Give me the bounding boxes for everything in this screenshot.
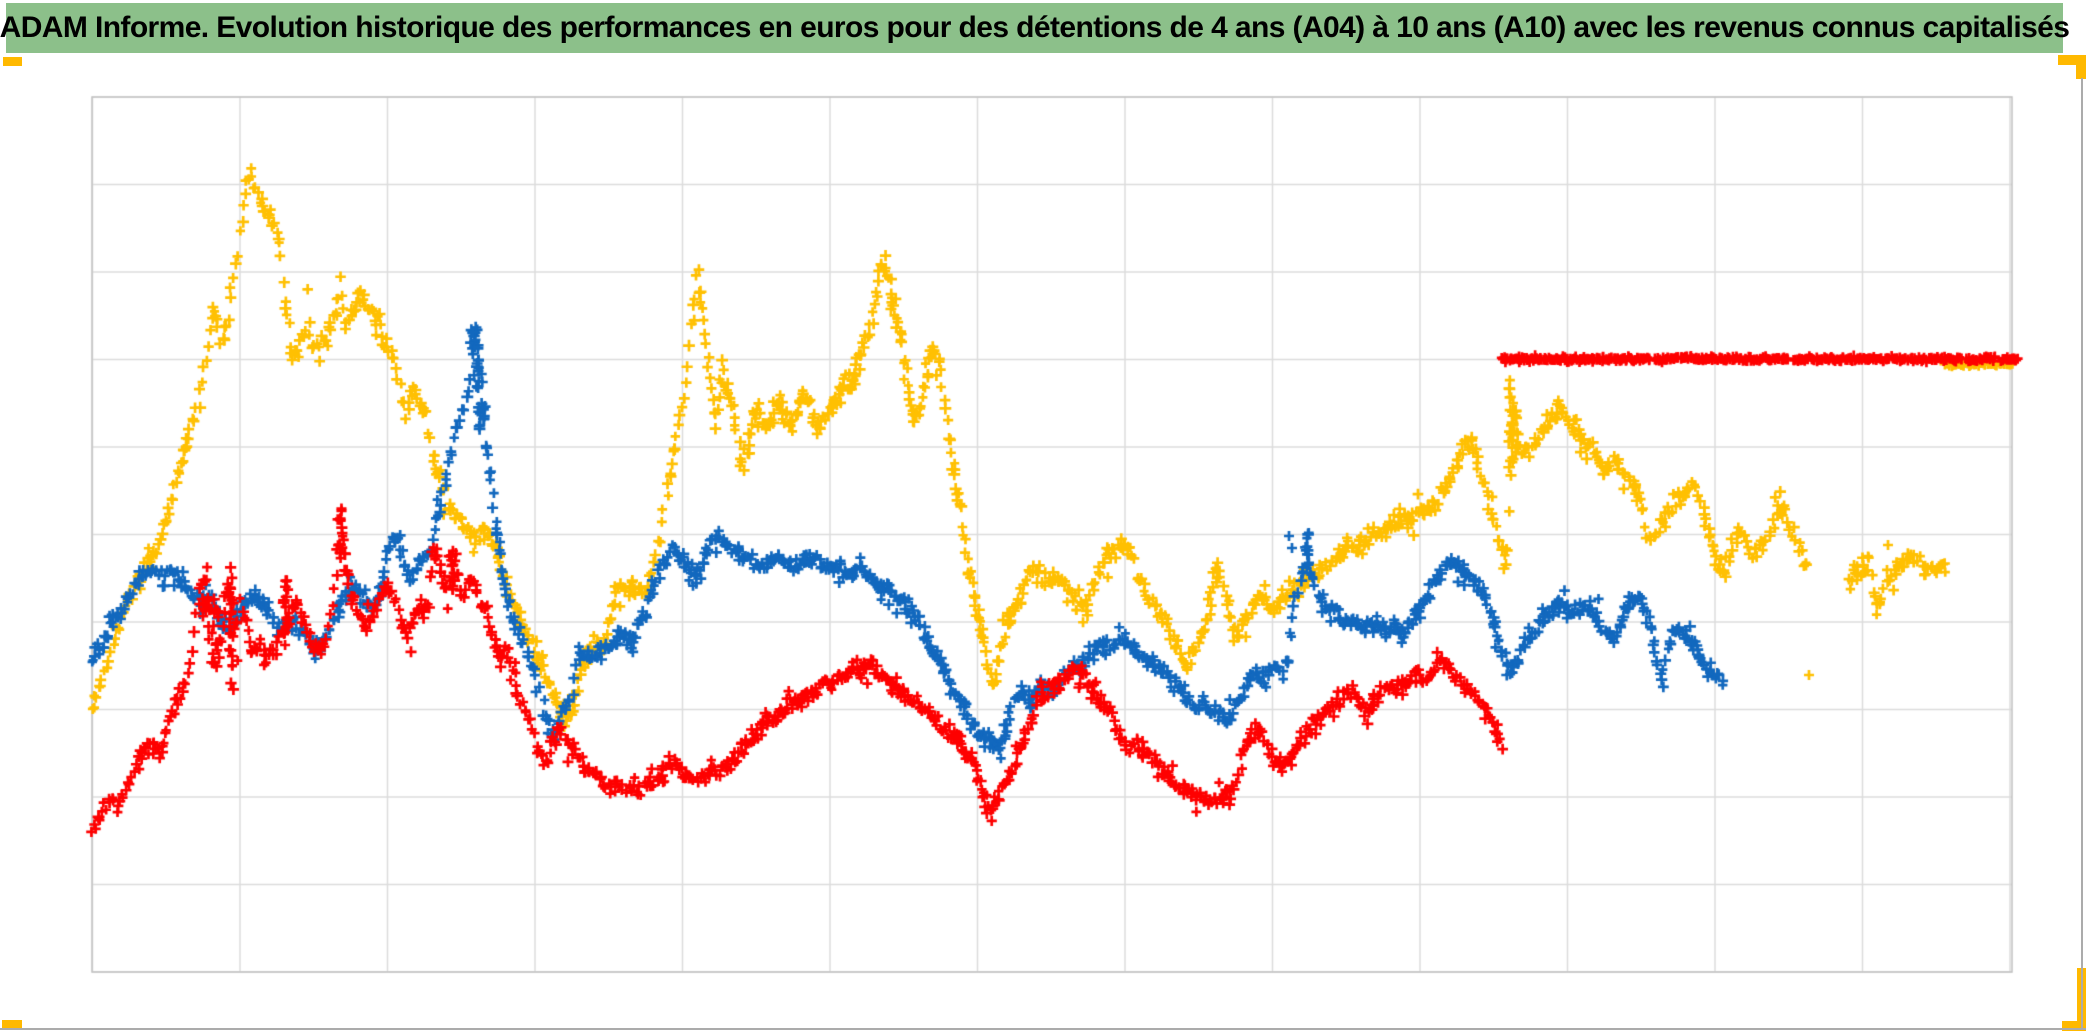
crop-handle-bottom-left[interactable] [2, 1020, 22, 1030]
crop-handle-top-right-vertical[interactable] [2076, 55, 2086, 79]
crop-handle-top-left[interactable] [3, 57, 22, 66]
crop-handle-bottom-right[interactable] [2062, 1021, 2086, 1031]
page-edge-right-line [2081, 78, 2083, 1029]
crop-handle-top-right[interactable] [2058, 55, 2086, 65]
page-edge-bottom-line [0, 1028, 2086, 1030]
